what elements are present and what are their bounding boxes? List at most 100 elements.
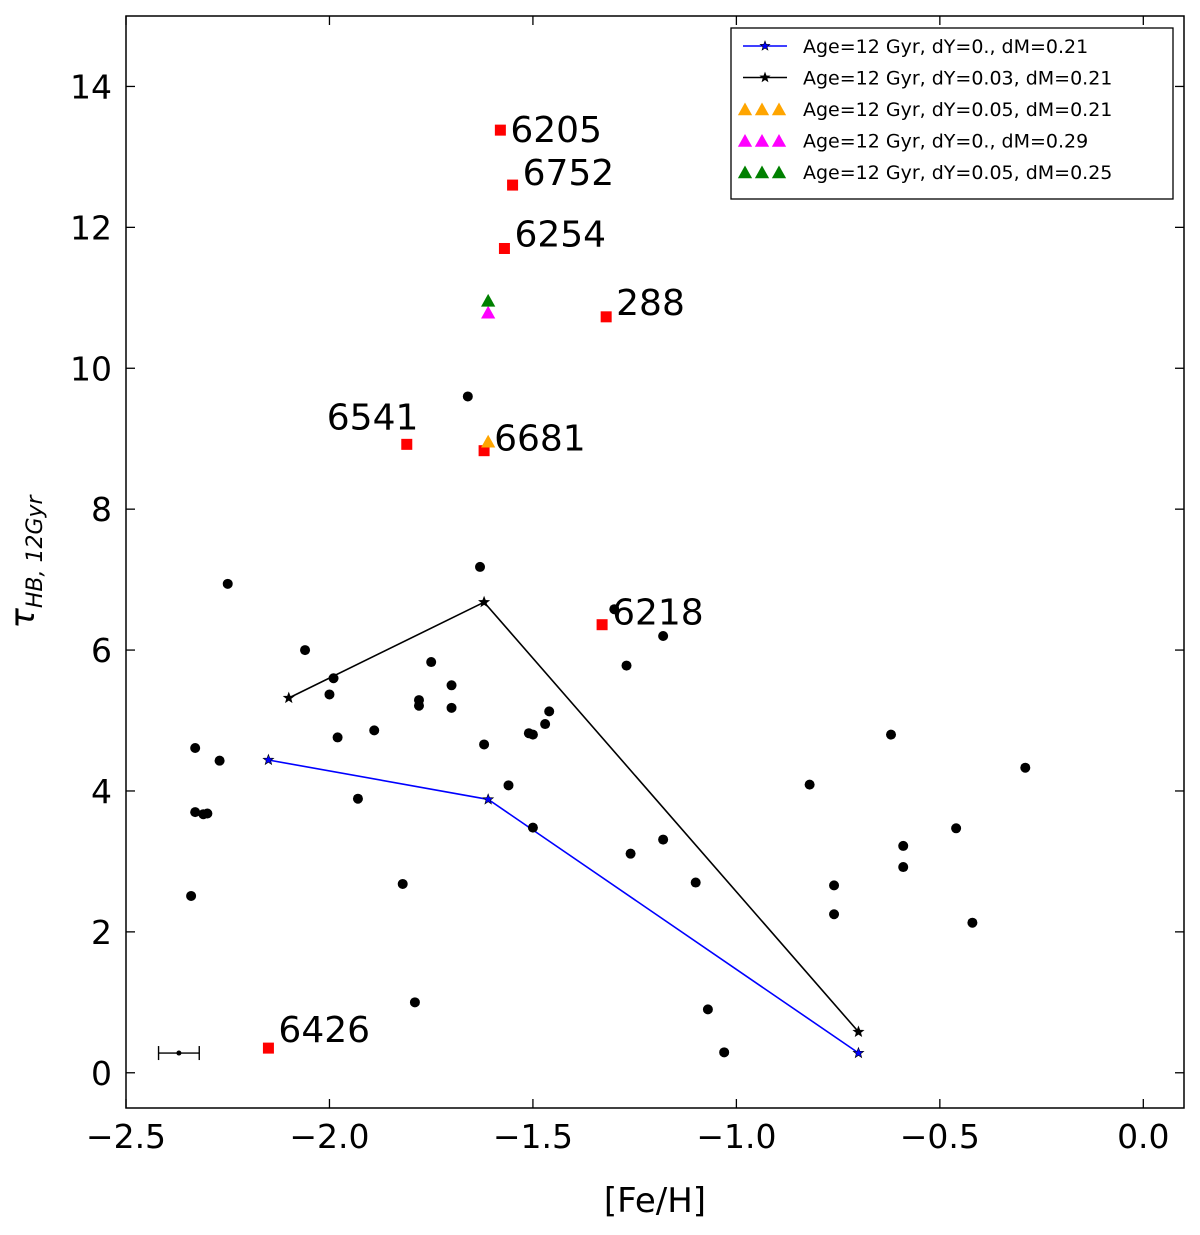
y-tick-label-7: 14 (70, 67, 112, 106)
data-point-30 (621, 660, 632, 671)
y-axis-title-subscript: HB, 12Gyr (23, 493, 48, 608)
series-star-0-0 (262, 753, 275, 766)
data-point-34 (690, 877, 701, 888)
legend-box (730, 27, 1174, 200)
y-tick-label-4: 8 (91, 490, 112, 529)
data-point-18 (446, 680, 457, 691)
legend-star-1 (759, 71, 771, 83)
annotation-6752: 6752 (523, 153, 615, 194)
data-point-27 (544, 706, 555, 717)
series-line-1 (288, 601, 860, 1033)
legend-star-0 (759, 40, 771, 51)
data-point-21 (475, 561, 486, 572)
data-point-28 (527, 822, 538, 833)
data-point-17 (413, 700, 424, 711)
error-bar-point (176, 1050, 182, 1056)
data-point-37 (804, 779, 815, 790)
data-point-43 (951, 823, 962, 834)
data-point-19 (446, 702, 457, 713)
cluster-marker-6205 (494, 124, 506, 136)
annotation-6205: 6205 (510, 110, 602, 151)
legend-label-0: Age=12 Gyr, dY=0., dM=0.21 (803, 36, 1088, 58)
cluster-marker-6218 (596, 619, 608, 631)
data-point-45 (1020, 762, 1031, 773)
data-point-40 (886, 729, 897, 740)
legend-label-3: Age=12 Gyr, dY=0., dM=0.29 (803, 131, 1088, 153)
x-tick-label-2: −1.5 (493, 1117, 573, 1156)
legend: Age=12 Gyr, dY=0., dM=0.21 Age=12 Gyr, dY… (730, 27, 1174, 200)
legend-triangle-3-0 (737, 134, 753, 147)
series-star-0-1 (482, 793, 495, 805)
data-point-39 (829, 909, 840, 920)
y-tick-label-6: 12 (70, 208, 112, 247)
data-point-11 (202, 808, 213, 819)
data-point-41 (898, 840, 909, 851)
legend-entry-4: Age=12 Gyr, dY=0.05, dM=0.25 (737, 162, 1112, 184)
series-triangle-3-0 (481, 305, 496, 319)
annotation-6254: 6254 (514, 214, 606, 255)
data-point-32 (625, 848, 636, 859)
cluster-marker-6426 (262, 1042, 274, 1054)
legend-label-4: Age=12 Gyr, dY=0.05, dM=0.25 (803, 162, 1112, 184)
data-point-6 (352, 793, 363, 804)
legend-entry-0: Age=12 Gyr, dY=0., dM=0.21 (743, 36, 1088, 58)
data-point-31 (658, 630, 669, 641)
data-point-4 (332, 732, 343, 743)
data-point-8 (214, 755, 225, 766)
legend-entry-1: Age=12 Gyr, dY=0.03, dM=0.21 (743, 68, 1112, 90)
data-point-26 (540, 719, 551, 730)
data-point-15 (426, 657, 437, 668)
legend-label-2: Age=12 Gyr, dY=0.05, dM=0.21 (803, 99, 1112, 121)
data-point-9 (190, 807, 201, 818)
x-axis-title: [Fe/H] (604, 1181, 706, 1221)
data-point-22 (479, 739, 490, 750)
legend-triangle-4-1 (754, 165, 770, 179)
data-point-44 (967, 917, 978, 928)
legend-triangle-2-1 (754, 102, 770, 116)
cluster-marker-6752 (507, 179, 519, 191)
data-point-1 (300, 645, 311, 656)
plot-frame (125, 15, 1185, 1109)
data-point-36 (719, 1047, 730, 1058)
annotation-6541: 6541 (327, 397, 419, 438)
x-tick-label-1: −2.0 (289, 1117, 369, 1156)
legend-triangle-3-2 (771, 134, 787, 147)
annotation-6426: 6426 (278, 1010, 370, 1051)
data-point-3 (324, 689, 335, 700)
data-point-35 (702, 1004, 713, 1015)
data-point-20 (462, 391, 473, 402)
data-point-38 (829, 880, 840, 891)
legend-triangle-3-1 (754, 134, 770, 147)
y-tick-label-5: 10 (70, 349, 112, 388)
series-triangle-4-0 (481, 293, 496, 307)
legend-entry-2: Age=12 Gyr, dY=0.05, dM=0.21 (737, 99, 1112, 121)
series-line-0 (268, 759, 859, 1054)
data-point-13 (397, 878, 408, 889)
annotation-6218: 6218 (612, 593, 704, 634)
cluster-marker-6681 (478, 445, 490, 457)
data-point-12 (186, 890, 197, 901)
annotation-6681: 6681 (494, 419, 586, 460)
cluster-marker-6254 (498, 242, 510, 254)
data-point-0 (222, 578, 233, 589)
x-tick-label-3: −1.0 (696, 1117, 776, 1156)
data-point-42 (898, 862, 909, 873)
series-triangle-2-0 (481, 434, 496, 448)
legend-label-1: Age=12 Gyr, dY=0.03, dM=0.21 (803, 68, 1112, 90)
cluster-marker-6541 (401, 438, 413, 450)
y-tick-label-1: 2 (91, 913, 112, 952)
legend-triangle-4-0 (737, 165, 753, 179)
plot-data-layer (157, 124, 1031, 1061)
legend-triangle-4-2 (771, 165, 787, 179)
data-point-5 (369, 725, 380, 736)
y-tick-label-2: 4 (91, 772, 112, 811)
legend-triangle-2-2 (771, 102, 787, 116)
y-axis-title-base: τ (3, 608, 43, 629)
x-tick-label-4: −0.5 (900, 1117, 980, 1156)
data-point-14 (409, 997, 420, 1008)
data-point-7 (190, 742, 201, 753)
series-star-1-0 (282, 691, 295, 704)
